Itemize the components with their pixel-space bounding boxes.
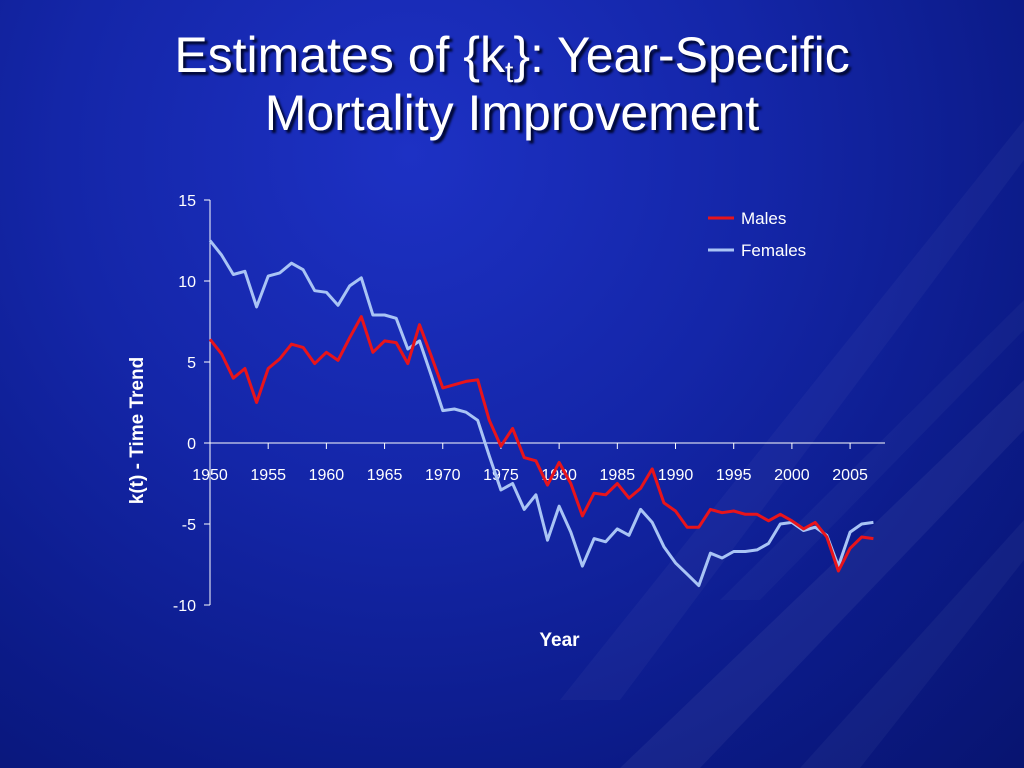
x-tick-label: 2005 (832, 467, 868, 484)
y-tick-label: 10 (178, 274, 196, 291)
x-tick-label: 1985 (600, 467, 636, 484)
x-axis-title: Year (539, 630, 580, 651)
legend-label-females: Females (741, 241, 806, 260)
y-tick-label: 0 (187, 436, 196, 453)
y-tick-label: 15 (178, 193, 196, 210)
title-line-2: Mortality Improvement (264, 85, 760, 141)
x-tick-label: 1950 (192, 467, 228, 484)
title-prefix: Estimates of {k (174, 27, 506, 83)
title-line-1: Estimates of {kt}: Year-Specific (0, 26, 1024, 88)
legend-label-males: Males (741, 209, 786, 228)
x-tick-label: 1965 (367, 467, 403, 484)
x-tick-label: 1990 (658, 467, 694, 484)
x-tick-label: 1970 (425, 467, 461, 484)
y-tick-label: 5 (187, 355, 196, 372)
y-axis-title: k(t) - Time Trend (127, 357, 148, 504)
x-tick-label: 2000 (774, 467, 810, 484)
x-tick-label: 1960 (309, 467, 345, 484)
x-tick-label: 1955 (250, 467, 286, 484)
y-tick-label: -10 (173, 598, 196, 615)
slide-title: Estimates of {kt}: Year-Specific Mortali… (0, 26, 1024, 142)
x-tick-label: 1975 (483, 467, 519, 484)
title-subscript: t (505, 56, 514, 89)
title-suffix: }: Year-Specific (513, 27, 850, 83)
series-line-females (208, 239, 874, 588)
series-line-males (208, 315, 874, 573)
y-tick-label: -5 (182, 517, 196, 534)
x-tick-label: 1995 (716, 467, 752, 484)
